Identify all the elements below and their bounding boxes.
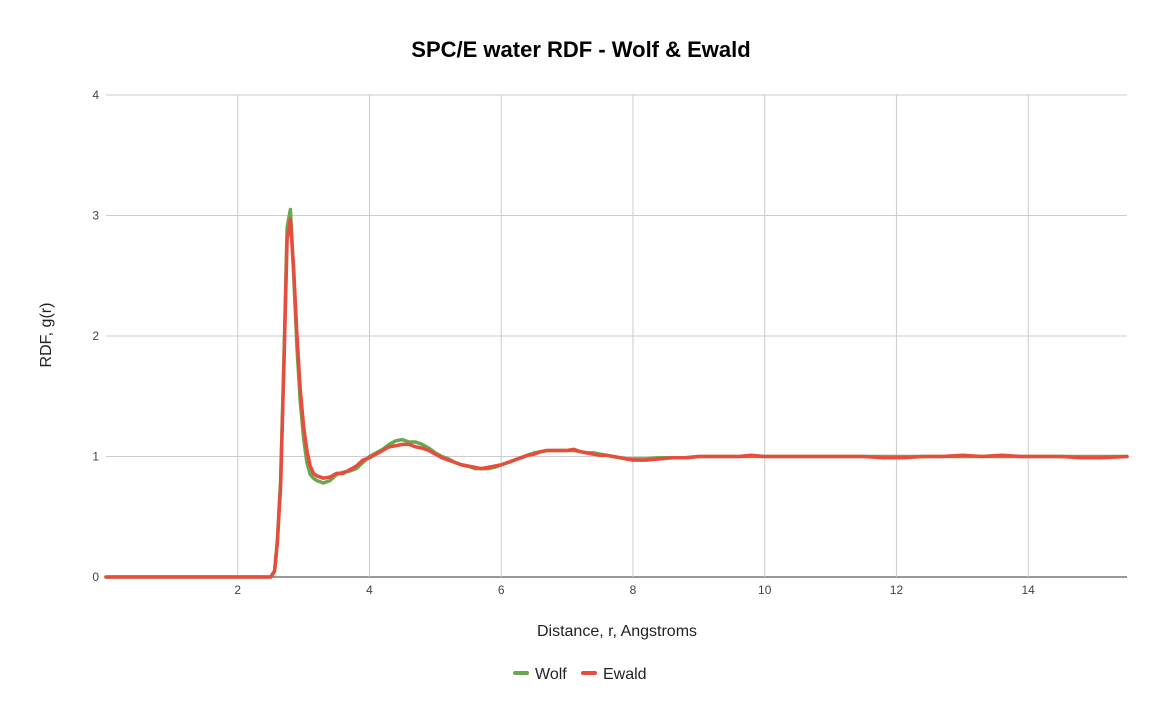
x-tick-label: 8	[630, 583, 637, 597]
y-tick-label: 3	[92, 209, 99, 223]
series-lines	[104, 207, 1129, 579]
series-line-ewald	[104, 217, 1129, 579]
y-tick-label: 0	[92, 570, 99, 584]
x-tick-label: 12	[890, 583, 904, 597]
legend: Wolf Ewald	[513, 666, 647, 683]
x-axis-label: Distance, r, Angstroms	[537, 623, 697, 640]
grid-lines	[106, 94, 1127, 578]
y-tick-label: 1	[92, 450, 99, 464]
x-tick-label: 10	[758, 583, 772, 597]
legend-label-wolf: Wolf	[535, 666, 567, 683]
chart-title: SPC/E water RDF - Wolf & Ewald	[411, 37, 750, 62]
x-tick-label: 6	[498, 583, 505, 597]
y-tick-label: 4	[92, 88, 99, 102]
series-line-wolf	[104, 207, 1129, 579]
y-axis-label: RDF, g(r)	[38, 303, 55, 368]
x-tick-label: 14	[1022, 583, 1036, 597]
legend-label-ewald: Ewald	[603, 666, 647, 683]
x-tick-label: 2	[234, 583, 241, 597]
y-tick-label: 2	[92, 329, 99, 343]
x-tick-label: 4	[366, 583, 373, 597]
